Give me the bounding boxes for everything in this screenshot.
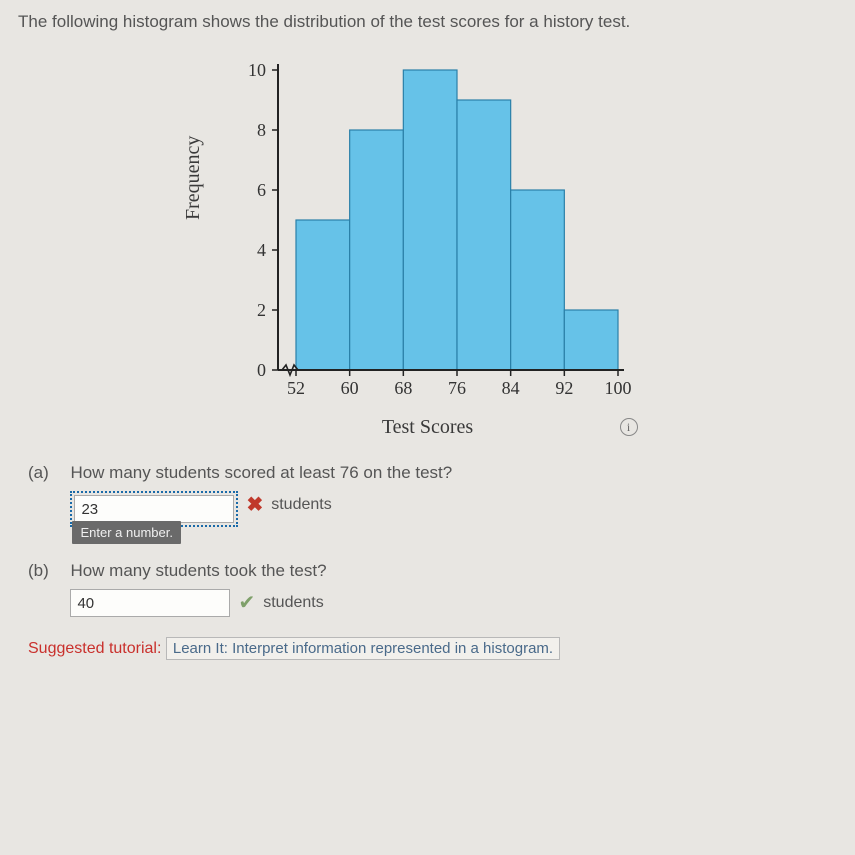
svg-text:84: 84: [501, 378, 519, 398]
svg-text:76: 76: [448, 378, 466, 398]
answer-b-unit: students: [263, 589, 323, 617]
svg-text:0: 0: [257, 360, 266, 380]
question-b-label: (b): [28, 561, 66, 581]
correct-mark-icon: ✔: [238, 589, 255, 617]
answer-a-tooltip: Enter a number.: [72, 521, 181, 544]
question-a-text: How many students scored at least 76 on …: [70, 463, 829, 483]
question-a: (a) How many students scored at least 76…: [28, 463, 837, 527]
info-icon[interactable]: i: [620, 418, 638, 436]
svg-text:10: 10: [248, 60, 266, 80]
tutorial-label: Suggested tutorial:: [28, 640, 166, 657]
question-a-label: (a): [28, 463, 66, 483]
svg-text:4: 4: [257, 240, 266, 260]
svg-text:100: 100: [604, 378, 631, 398]
svg-text:6: 6: [257, 180, 266, 200]
prompt-text: The following histogram shows the distri…: [18, 12, 837, 32]
questions-block: (a) How many students scored at least 76…: [18, 463, 837, 660]
chart-svg: 0246810526068768492100: [218, 50, 638, 410]
svg-text:60: 60: [340, 378, 358, 398]
question-b-text: How many students took the test?: [70, 561, 829, 581]
question-b: (b) How many students took the test? ✔ s…: [28, 561, 837, 617]
answer-a-input[interactable]: [74, 495, 234, 523]
svg-text:68: 68: [394, 378, 412, 398]
svg-text:52: 52: [287, 378, 305, 398]
svg-text:2: 2: [257, 300, 266, 320]
tutorial-link[interactable]: Learn It: Interpret information represen…: [166, 637, 560, 660]
histogram-chart: Frequency 0246810526068768492100 Test Sc…: [188, 50, 668, 439]
svg-text:8: 8: [257, 120, 266, 140]
y-axis-label: Frequency: [182, 136, 205, 220]
answer-b-input[interactable]: [70, 589, 230, 617]
svg-text:92: 92: [555, 378, 573, 398]
x-axis-label: Test Scores: [382, 416, 473, 438]
x-axis-label-row: Test Scores i: [188, 416, 668, 439]
tutorial-line: Suggested tutorial: Learn It: Interpret …: [28, 637, 837, 660]
wrong-mark-icon: ✖: [246, 491, 263, 519]
answer-a-unit: students: [271, 491, 331, 519]
